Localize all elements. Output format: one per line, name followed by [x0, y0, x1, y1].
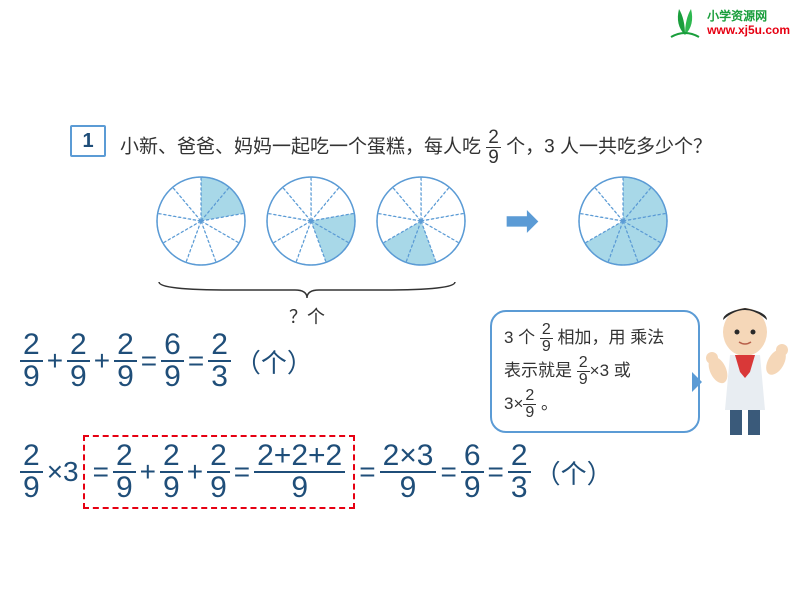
fraction: 23: [208, 330, 231, 392]
fraction: 29: [20, 330, 43, 392]
fraction: 69: [461, 441, 484, 503]
dashed-derivation: =29+29+29=2+2+29: [83, 435, 356, 509]
problem-statement: 小新、爸爸、妈妈一起吃一个蛋糕，每人吃 2 9 个，3 人一共吃多少个？: [120, 128, 712, 167]
pie-row: ➡: [155, 175, 669, 267]
logo-title: 小学资源网: [707, 9, 790, 23]
fraction: 29: [20, 441, 43, 503]
fraction: 23: [508, 441, 531, 503]
fraction: 29: [207, 441, 230, 503]
fraction: 2+2+29: [254, 441, 345, 503]
brace-area: ？个: [155, 280, 459, 329]
speech-bubble: 3 个 29 相加，用 乘法 表示就是 29×3 或 3×29 。: [490, 310, 700, 433]
brace-label: ？个: [155, 303, 459, 329]
unit-label: （个）: [535, 454, 613, 491]
fraction: 29: [113, 441, 136, 503]
speech-frac-3: 29: [523, 388, 536, 421]
pie-chart: [577, 175, 669, 267]
logo-url: www.xj5u.com: [707, 23, 790, 37]
pie-chart: [375, 175, 467, 267]
equation-multiplication: 29×3=29+29+29=2+2+29=2×39=69=23（个）: [20, 435, 613, 509]
fraction: 69: [161, 330, 184, 392]
unit-label: （个）: [235, 343, 313, 380]
pie-chart: [155, 175, 247, 267]
site-logo: 小学资源网 www.xj5u.com: [667, 5, 790, 41]
fraction: 2×39: [380, 441, 437, 503]
speech-frac-2: 29: [577, 355, 590, 388]
fraction: 29: [114, 330, 137, 392]
problem-number-box: 1: [70, 125, 106, 157]
brace-icon: [155, 280, 459, 300]
equation-addition: 29+29+29=69=23（个）: [20, 330, 313, 392]
problem-text-post: 个，3 人一共吃多少个？: [506, 137, 712, 158]
boy-character: [700, 300, 790, 440]
fraction: 29: [160, 441, 183, 503]
leaf-icon: [667, 5, 703, 41]
problem-fraction: 2 9: [486, 128, 501, 167]
speech-frac-1: 29: [540, 322, 553, 355]
pie-chart: [265, 175, 357, 267]
fraction: 29: [67, 330, 90, 392]
arrow-icon: ➡: [505, 198, 539, 244]
problem-text-pre: 小新、爸爸、妈妈一起吃一个蛋糕，每人吃: [120, 137, 481, 158]
problem-number: 1: [82, 130, 93, 153]
